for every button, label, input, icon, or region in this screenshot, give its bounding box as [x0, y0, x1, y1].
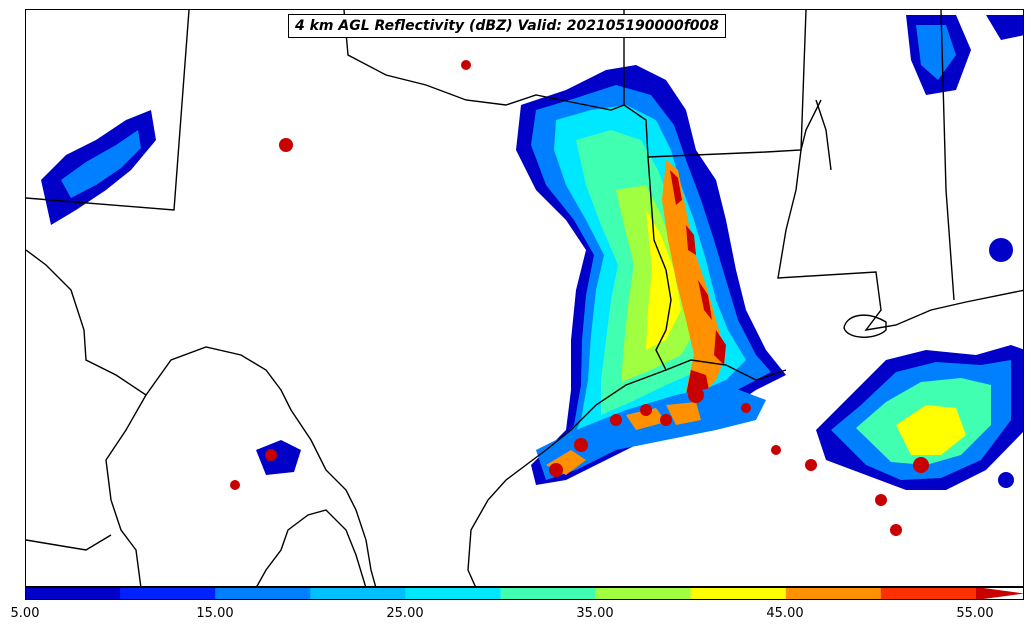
storm-scattered-cells — [41, 15, 1023, 490]
colorbar-tick-label: 5.00 — [10, 606, 40, 621]
colorbar-bin — [215, 587, 311, 600]
colorbar-bin — [405, 587, 501, 600]
colorbar-bin — [880, 587, 977, 600]
colorbar-bin — [120, 587, 216, 600]
reflectivity-map — [26, 10, 1023, 586]
colorbar-outline — [25, 587, 1024, 600]
storm-gulf-coast-cells — [536, 385, 766, 480]
colorbar-segments — [25, 587, 977, 600]
colorbar-bin — [500, 587, 597, 600]
map-title: 4 km AGL Reflectivity (dBZ) Valid: 20210… — [288, 14, 727, 38]
storm-texas-louisiana-line — [516, 65, 786, 485]
storm-louisiana-gulf — [771, 345, 1023, 536]
colorbar-bin — [785, 587, 882, 600]
colorbar-tick-label: 55.00 — [956, 606, 994, 621]
colorbar — [25, 587, 1024, 600]
map-panel — [25, 9, 1024, 587]
colorbar-tick-label: 45.00 — [766, 606, 804, 621]
colorbar-bin — [25, 587, 121, 600]
colorbar-extend-arrow — [976, 587, 1024, 600]
colorbar-bin — [310, 587, 406, 600]
colorbar-bin — [595, 587, 692, 600]
colorbar-tick-label: 25.00 — [386, 606, 424, 621]
map-boundaries — [26, 10, 1023, 586]
colorbar-tick-label: 35.00 — [576, 606, 614, 621]
colorbar-bin — [690, 587, 787, 600]
colorbar-tick-label: 15.00 — [196, 606, 234, 621]
